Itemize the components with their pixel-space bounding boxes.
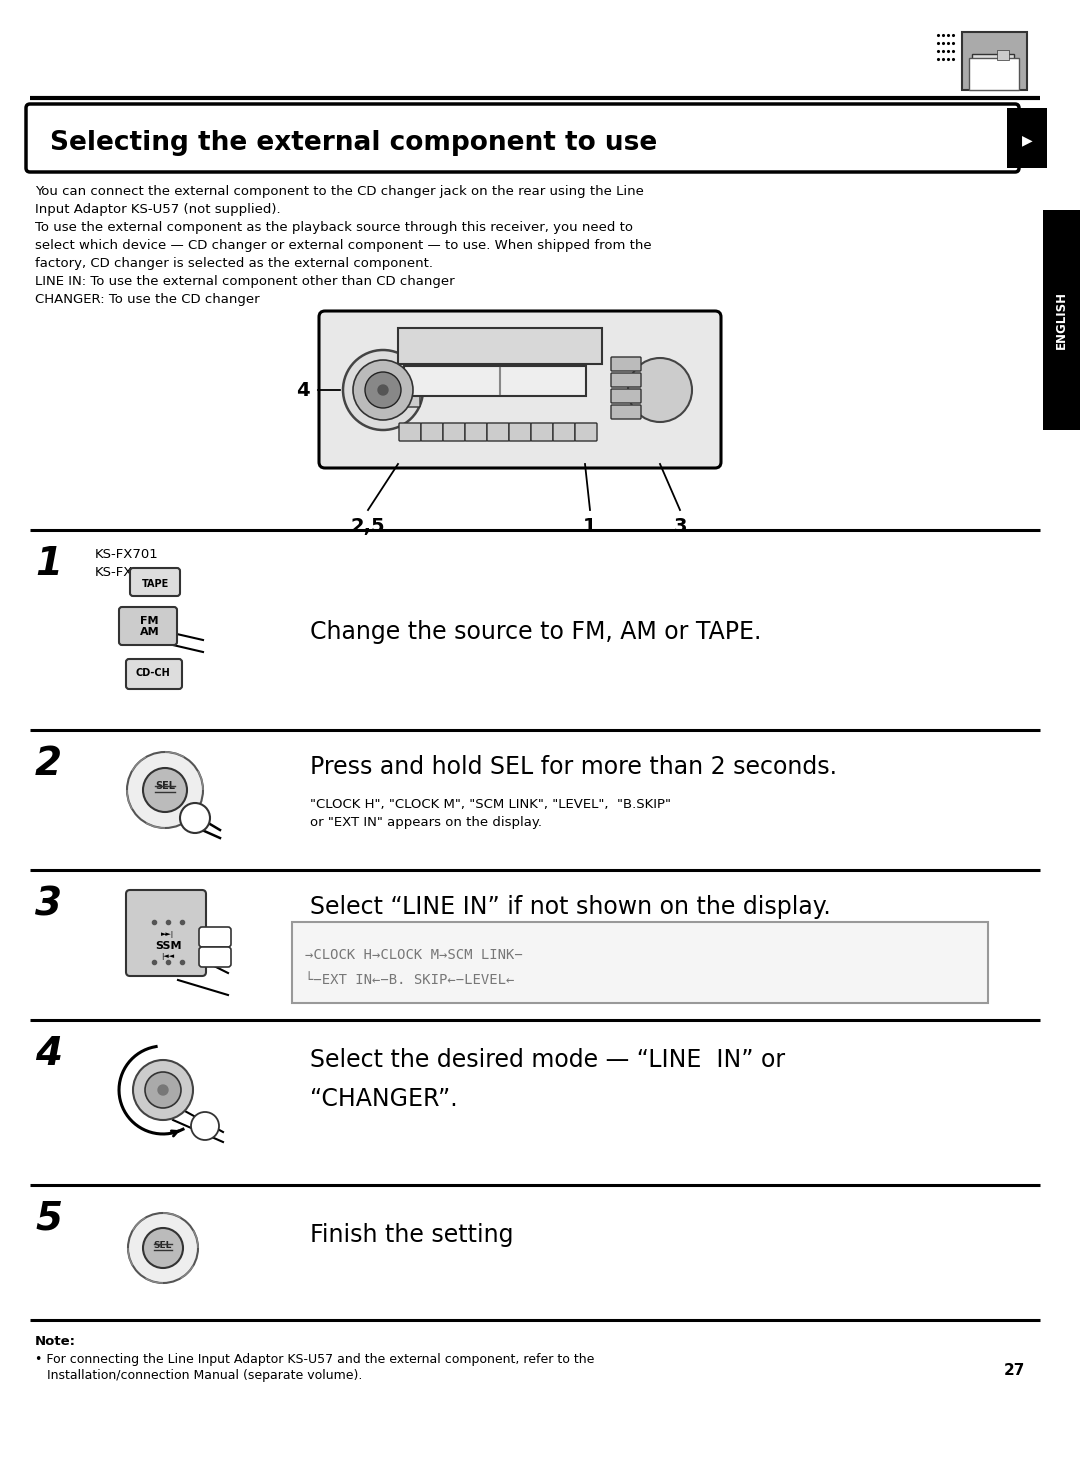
Text: ►►|: ►►| bbox=[161, 931, 175, 937]
Circle shape bbox=[158, 1085, 168, 1095]
Text: Selecting the external component to use: Selecting the external component to use bbox=[50, 130, 658, 157]
Circle shape bbox=[127, 752, 203, 829]
FancyBboxPatch shape bbox=[1043, 209, 1080, 430]
Text: 1: 1 bbox=[583, 517, 597, 536]
FancyBboxPatch shape bbox=[292, 922, 988, 1003]
Text: To use the external component as the playback source through this receiver, you : To use the external component as the pla… bbox=[35, 221, 633, 234]
FancyBboxPatch shape bbox=[421, 423, 443, 441]
FancyBboxPatch shape bbox=[962, 32, 1027, 89]
Text: SEL: SEL bbox=[156, 780, 175, 791]
FancyBboxPatch shape bbox=[531, 423, 553, 441]
FancyBboxPatch shape bbox=[404, 366, 586, 395]
Text: Press and hold SEL for more than 2 seconds.: Press and hold SEL for more than 2 secon… bbox=[310, 755, 837, 779]
Text: Change the source to FM, AM or TAPE.: Change the source to FM, AM or TAPE. bbox=[310, 619, 761, 644]
Text: 2: 2 bbox=[35, 745, 62, 783]
Text: ENGLISH: ENGLISH bbox=[1054, 291, 1067, 348]
Text: 5: 5 bbox=[35, 1200, 62, 1239]
Circle shape bbox=[343, 350, 423, 430]
Text: • For connecting the Line Input Adaptor KS-U57 and the external component, refer: • For connecting the Line Input Adaptor … bbox=[35, 1353, 594, 1366]
FancyBboxPatch shape bbox=[465, 423, 487, 441]
Text: 4: 4 bbox=[35, 1035, 62, 1073]
FancyBboxPatch shape bbox=[553, 423, 575, 441]
Circle shape bbox=[378, 385, 388, 395]
Text: AM: AM bbox=[140, 627, 160, 637]
Text: 1: 1 bbox=[35, 545, 62, 583]
Text: 27: 27 bbox=[1003, 1363, 1025, 1378]
Text: 3: 3 bbox=[673, 517, 687, 536]
FancyBboxPatch shape bbox=[404, 367, 420, 379]
Text: Select “LINE IN” if not shown on the display.: Select “LINE IN” if not shown on the dis… bbox=[310, 895, 831, 919]
FancyBboxPatch shape bbox=[404, 395, 420, 407]
Text: LINE IN: To use the external component other than CD changer: LINE IN: To use the external component o… bbox=[35, 275, 455, 288]
FancyBboxPatch shape bbox=[1007, 108, 1047, 168]
FancyBboxPatch shape bbox=[443, 423, 465, 441]
FancyBboxPatch shape bbox=[26, 104, 1020, 171]
Circle shape bbox=[353, 360, 413, 420]
FancyBboxPatch shape bbox=[487, 423, 509, 441]
FancyBboxPatch shape bbox=[399, 328, 602, 365]
FancyBboxPatch shape bbox=[404, 381, 420, 392]
Text: →CLOCK H→CLOCK M→SCM LINK−: →CLOCK H→CLOCK M→SCM LINK− bbox=[305, 949, 523, 962]
Text: You can connect the external component to the CD changer jack on the rear using : You can connect the external component t… bbox=[35, 184, 644, 198]
Circle shape bbox=[627, 359, 692, 422]
FancyBboxPatch shape bbox=[319, 310, 721, 468]
Circle shape bbox=[145, 1072, 181, 1108]
Circle shape bbox=[129, 1214, 198, 1282]
Text: SSM: SSM bbox=[154, 941, 181, 952]
Text: Installation/connection Manual (separate volume).: Installation/connection Manual (separate… bbox=[35, 1369, 363, 1382]
Text: |◄◄: |◄◄ bbox=[161, 953, 175, 960]
Text: TAPE: TAPE bbox=[141, 578, 168, 589]
FancyBboxPatch shape bbox=[611, 406, 642, 419]
FancyBboxPatch shape bbox=[611, 389, 642, 403]
Text: factory, CD changer is selected as the external component.: factory, CD changer is selected as the e… bbox=[35, 258, 433, 269]
Text: ▶: ▶ bbox=[1022, 133, 1032, 146]
Text: Input Adaptor KS-U57 (not supplied).: Input Adaptor KS-U57 (not supplied). bbox=[35, 203, 281, 217]
FancyBboxPatch shape bbox=[399, 423, 421, 441]
FancyBboxPatch shape bbox=[509, 423, 531, 441]
FancyBboxPatch shape bbox=[997, 50, 1009, 60]
Text: 2,5: 2,5 bbox=[351, 517, 386, 536]
Text: "CLOCK H", "CLOCK M", "SCM LINK", "LEVEL",  "B.SKIP"
or "EXT IN" appears on the : "CLOCK H", "CLOCK M", "SCM LINK", "LEVEL… bbox=[310, 798, 671, 829]
Text: Note:: Note: bbox=[35, 1335, 76, 1348]
FancyBboxPatch shape bbox=[611, 373, 642, 386]
FancyBboxPatch shape bbox=[199, 927, 231, 947]
Circle shape bbox=[143, 1228, 183, 1268]
FancyBboxPatch shape bbox=[126, 890, 206, 976]
FancyBboxPatch shape bbox=[611, 357, 642, 370]
Text: 4: 4 bbox=[296, 381, 310, 400]
Circle shape bbox=[143, 769, 187, 813]
FancyBboxPatch shape bbox=[126, 659, 183, 690]
Text: SEL: SEL bbox=[153, 1240, 172, 1249]
FancyBboxPatch shape bbox=[575, 423, 597, 441]
FancyBboxPatch shape bbox=[119, 608, 177, 646]
Text: KS-FX701
KS-FX601: KS-FX701 KS-FX601 bbox=[95, 548, 159, 578]
Text: Select the desired mode — “LINE  IN” or
“CHANGER”.: Select the desired mode — “LINE IN” or “… bbox=[310, 1048, 785, 1111]
Text: CD-CH: CD-CH bbox=[136, 668, 171, 678]
Text: └−EXT IN←−B. SKIP←−LEVEL←: └−EXT IN←−B. SKIP←−LEVEL← bbox=[305, 974, 514, 987]
FancyBboxPatch shape bbox=[969, 59, 1020, 89]
FancyBboxPatch shape bbox=[199, 947, 231, 968]
Circle shape bbox=[365, 372, 401, 408]
Text: Finish the setting: Finish the setting bbox=[310, 1222, 513, 1247]
FancyBboxPatch shape bbox=[972, 54, 1014, 72]
Circle shape bbox=[133, 1060, 193, 1120]
Circle shape bbox=[191, 1113, 219, 1140]
FancyBboxPatch shape bbox=[130, 568, 180, 596]
Circle shape bbox=[180, 802, 210, 833]
Text: CHANGER: To use the CD changer: CHANGER: To use the CD changer bbox=[35, 293, 259, 306]
Text: 3: 3 bbox=[35, 886, 62, 922]
Text: FM: FM bbox=[140, 616, 159, 627]
Text: select which device — CD changer or external component — to use. When shipped fr: select which device — CD changer or exte… bbox=[35, 239, 651, 252]
